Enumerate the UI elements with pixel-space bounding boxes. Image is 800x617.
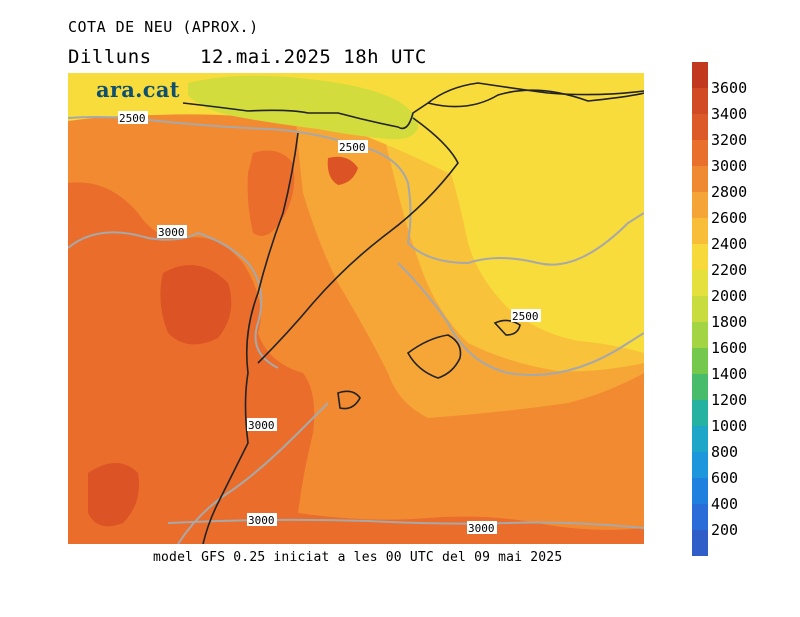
legend-label: 3000 (711, 157, 748, 175)
border-pyrenees (182, 82, 644, 130)
contour-label: 3000 (468, 522, 495, 535)
legend-swatch (692, 88, 708, 114)
legend-swatch (692, 400, 708, 426)
legend-swatch (692, 322, 708, 348)
legend-swatch (692, 452, 708, 478)
coastline (182, 82, 644, 544)
legend-swatch (692, 114, 708, 140)
legend-swatch (692, 218, 708, 244)
forecast-datetime: 12.mai.2025 18h UTC (200, 46, 427, 68)
legend-label: 1800 (711, 313, 748, 331)
contour-line-2500-balearic (397, 262, 644, 376)
field-band-3200-ne (327, 156, 358, 185)
legend-label: 3400 (711, 105, 748, 123)
contour-label: 3000 (248, 514, 275, 527)
legend-label: 800 (711, 443, 739, 461)
contour-line-3000-west (68, 231, 279, 369)
legend-swatch (692, 296, 708, 322)
legend-label: 2600 (711, 209, 748, 227)
contour-label: 2500 (512, 310, 539, 323)
legend-swatch (692, 270, 708, 296)
legend-label: 2000 (711, 287, 748, 305)
legend-swatch (692, 426, 708, 452)
color-legend (692, 62, 708, 556)
forecast-day: Dilluns (68, 46, 152, 68)
legend-swatch (692, 478, 708, 504)
coastline-east (202, 132, 299, 544)
contour-label: 3000 (158, 226, 185, 239)
coastline-mallorca (406, 334, 462, 379)
legend-swatch (692, 348, 708, 374)
contour-label: 2500 (339, 141, 366, 154)
contour-line-2500-north (68, 116, 644, 266)
field-band-2200-east (448, 93, 644, 353)
field-band-2200 (68, 73, 644, 273)
map-title: COTA DE NEU (APROX.) (68, 18, 259, 36)
legend-label: 1600 (711, 339, 748, 357)
contour-lines (68, 116, 644, 544)
contour-labels: 2500 2500 3000 2500 3000 3000 3000 (118, 111, 541, 535)
snow-level-map: 2500 2500 3000 2500 3000 3000 3000 (68, 73, 644, 544)
legend-label: 600 (711, 469, 739, 487)
field-band-3000-west (68, 192, 178, 544)
model-info: model GFS 0.25 iniciat a les 00 UTC del … (153, 550, 563, 565)
legend-swatch (692, 504, 708, 530)
legend-swatch (692, 530, 708, 556)
contour-label: 2500 (119, 112, 146, 125)
legend-label: 200 (711, 521, 739, 539)
legend-label: 2200 (711, 261, 748, 279)
legend-label: 3200 (711, 131, 748, 149)
coastline-ibiza (337, 390, 361, 410)
legend-swatch (692, 244, 708, 270)
legend-label: 400 (711, 495, 739, 513)
legend-label: 1000 (711, 417, 748, 435)
coastline-italy (427, 89, 644, 108)
legend-swatch (692, 140, 708, 166)
legend-label: 2800 (711, 183, 748, 201)
legend-label: 2400 (711, 235, 748, 253)
coastline-menorca (493, 319, 521, 336)
legend-label: 1400 (711, 365, 748, 383)
field-band-2000 (188, 75, 418, 140)
legend-label: 3600 (711, 79, 748, 97)
field-band-3200-south (88, 463, 139, 527)
legend-swatch (692, 62, 708, 88)
legend-label: 1200 (711, 391, 748, 409)
legend-swatch (692, 192, 708, 218)
legend-swatch (692, 166, 708, 192)
legend-swatch (692, 374, 708, 400)
field-band-3200 (160, 265, 232, 345)
contour-label: 3000 (248, 419, 275, 432)
aracat-logo[interactable]: ara.cat (96, 77, 180, 102)
coastline-catalonia (257, 117, 459, 364)
contour-line-3000-south (177, 402, 329, 544)
